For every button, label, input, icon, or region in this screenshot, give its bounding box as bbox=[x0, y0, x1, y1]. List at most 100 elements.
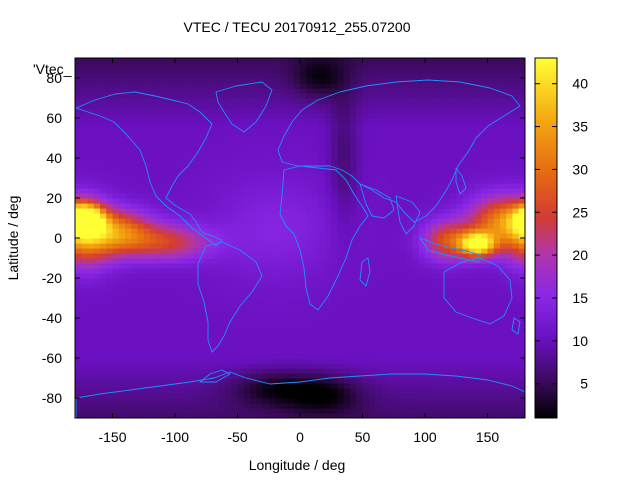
heatmap-cell bbox=[437, 183, 445, 189]
heatmap-cell bbox=[462, 198, 470, 204]
heatmap-cell bbox=[412, 318, 420, 324]
heatmap-cell bbox=[81, 368, 89, 374]
heatmap-cell bbox=[481, 108, 489, 114]
heatmap-cell bbox=[181, 278, 189, 284]
heatmap-cell bbox=[375, 343, 382, 349]
heatmap-cell bbox=[368, 138, 376, 144]
heatmap-cell bbox=[300, 193, 307, 199]
heatmap-cell bbox=[256, 288, 264, 294]
heatmap-cell bbox=[75, 393, 82, 399]
heatmap-cell bbox=[225, 103, 232, 109]
heatmap-cell bbox=[300, 313, 307, 319]
heatmap-cell bbox=[175, 373, 182, 379]
heatmap-cell bbox=[493, 378, 501, 384]
heatmap-cell bbox=[306, 318, 314, 324]
heatmap-cell bbox=[450, 183, 457, 189]
heatmap-cell bbox=[418, 338, 426, 344]
heatmap-cell bbox=[381, 93, 389, 99]
heatmap-cell bbox=[312, 358, 320, 364]
heatmap-cell bbox=[300, 248, 307, 254]
heatmap-cell bbox=[206, 163, 214, 169]
heatmap-cell bbox=[150, 253, 157, 259]
heatmap-cell bbox=[112, 368, 120, 374]
heatmap-cell bbox=[262, 358, 270, 364]
heatmap-cell bbox=[118, 88, 126, 94]
heatmap-cell bbox=[350, 203, 357, 209]
heatmap-cell bbox=[137, 283, 145, 289]
heatmap-cell bbox=[487, 308, 495, 314]
heatmap-cell bbox=[506, 398, 514, 404]
heatmap-cell bbox=[350, 323, 357, 329]
heatmap-cell bbox=[125, 353, 132, 359]
heatmap-cell bbox=[418, 173, 426, 179]
heatmap-cell bbox=[206, 213, 214, 219]
heatmap-cell bbox=[168, 213, 176, 219]
heatmap-cell bbox=[106, 253, 114, 259]
heatmap-cell bbox=[312, 263, 320, 269]
heatmap-cell bbox=[143, 248, 151, 254]
heatmap-cell bbox=[187, 343, 195, 349]
heatmap-cell bbox=[237, 143, 245, 149]
heatmap-cell bbox=[306, 343, 314, 349]
heatmap-cell bbox=[300, 303, 307, 309]
heatmap-cell bbox=[437, 273, 445, 279]
heatmap-cell bbox=[162, 113, 170, 119]
heatmap-cell bbox=[75, 268, 82, 274]
heatmap-cell bbox=[375, 388, 382, 394]
heatmap-cell bbox=[150, 78, 157, 84]
heatmap-cell bbox=[150, 328, 157, 334]
heatmap-cell bbox=[262, 198, 270, 204]
heatmap-cell bbox=[306, 383, 314, 389]
heatmap-cell bbox=[112, 63, 120, 69]
heatmap-cell bbox=[468, 148, 476, 154]
heatmap-cell bbox=[431, 63, 439, 69]
heatmap-cell bbox=[256, 273, 264, 279]
heatmap-cell bbox=[406, 233, 414, 239]
heatmap-cell bbox=[243, 83, 251, 89]
heatmap-cell bbox=[218, 68, 226, 74]
heatmap-cell bbox=[187, 298, 195, 304]
heatmap-cell bbox=[400, 218, 407, 224]
heatmap-cell bbox=[368, 63, 376, 69]
heatmap-cell bbox=[162, 373, 170, 379]
heatmap-cell bbox=[487, 118, 495, 124]
heatmap-cell bbox=[318, 68, 326, 74]
heatmap-cell bbox=[437, 318, 445, 324]
heatmap-cell bbox=[262, 88, 270, 94]
heatmap-cell bbox=[93, 403, 101, 409]
heatmap-cell bbox=[206, 168, 214, 174]
heatmap-cell bbox=[425, 188, 432, 194]
heatmap-cell bbox=[156, 363, 164, 369]
heatmap-cell bbox=[375, 298, 382, 304]
heatmap-cell bbox=[475, 213, 482, 219]
heatmap-cell bbox=[106, 63, 114, 69]
heatmap-cell bbox=[268, 78, 276, 84]
heatmap-cell bbox=[450, 353, 457, 359]
heatmap-cell bbox=[187, 338, 195, 344]
heatmap-cell bbox=[212, 183, 220, 189]
heatmap-cell bbox=[137, 108, 145, 114]
heatmap-cell bbox=[218, 338, 226, 344]
heatmap-cell bbox=[256, 128, 264, 134]
heatmap-cell bbox=[100, 178, 107, 184]
heatmap-cell bbox=[312, 138, 320, 144]
heatmap-cell bbox=[237, 393, 245, 399]
heatmap-cell bbox=[437, 198, 445, 204]
heatmap-cell bbox=[362, 368, 370, 374]
heatmap-cell bbox=[206, 98, 214, 104]
heatmap-cell bbox=[250, 398, 257, 404]
heatmap-cell bbox=[143, 143, 151, 149]
heatmap-cell bbox=[250, 128, 257, 134]
heatmap-cell bbox=[312, 168, 320, 174]
heatmap-cell bbox=[406, 388, 414, 394]
heatmap-cell bbox=[368, 403, 376, 409]
heatmap-cell bbox=[381, 198, 389, 204]
heatmap-cell bbox=[106, 363, 114, 369]
heatmap-cell bbox=[318, 278, 326, 284]
heatmap-cell bbox=[337, 133, 345, 139]
heatmap-cell bbox=[162, 293, 170, 299]
heatmap-cell bbox=[262, 308, 270, 314]
heatmap-cell bbox=[487, 408, 495, 414]
heatmap-cell bbox=[225, 298, 232, 304]
